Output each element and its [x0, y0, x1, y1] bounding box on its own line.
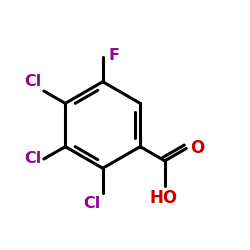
Text: O: O — [190, 140, 204, 158]
Text: HO: HO — [150, 189, 178, 207]
Text: Cl: Cl — [24, 151, 42, 166]
Text: Cl: Cl — [84, 196, 101, 211]
Text: Cl: Cl — [25, 74, 42, 88]
Text: F: F — [108, 48, 119, 63]
